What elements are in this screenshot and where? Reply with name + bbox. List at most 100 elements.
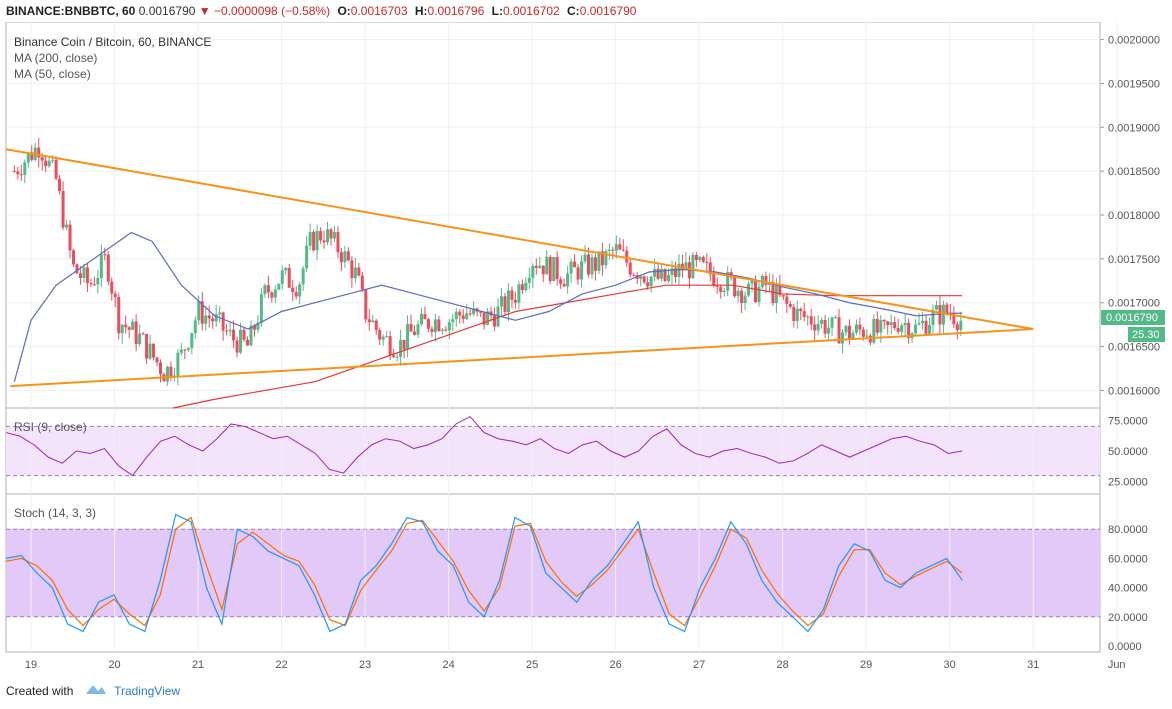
candle-body xyxy=(708,262,712,275)
candle-body xyxy=(291,287,295,293)
candle-body xyxy=(392,355,396,358)
stoch-d-line xyxy=(5,516,963,627)
candle-body xyxy=(559,279,563,284)
candle-body xyxy=(593,257,597,271)
candle-body xyxy=(40,157,44,161)
candle-body xyxy=(26,152,30,163)
candle-body xyxy=(851,332,855,339)
time-tick-label: 31 xyxy=(1027,659,1039,671)
candle-body xyxy=(879,320,883,333)
high-label: H: xyxy=(414,4,428,18)
chart-svg[interactable]: 0.0020000 0.0019500 0.0019000 0.0018500 0.00… xyxy=(0,21,1172,678)
candle-body xyxy=(252,325,256,330)
time-tick-label: 20 xyxy=(108,659,120,671)
candle-body xyxy=(607,249,611,251)
price-tick-label: 0.0018500 xyxy=(1108,166,1160,178)
candle-body xyxy=(315,231,319,251)
tradingview-logo-icon xyxy=(85,679,107,705)
candle-body xyxy=(861,329,865,337)
candle-body xyxy=(820,319,824,324)
candle-body xyxy=(534,265,538,268)
candle-body xyxy=(12,171,16,173)
candle-body xyxy=(677,263,681,277)
candle-body xyxy=(190,333,194,349)
candle-body xyxy=(841,332,845,344)
ma200-legend: MA (200, close) xyxy=(14,51,97,65)
candle-body xyxy=(823,319,827,334)
candle-body xyxy=(249,325,253,346)
candle-body xyxy=(938,305,942,325)
candle-body xyxy=(941,304,945,325)
candle-body xyxy=(506,290,510,313)
candle-body xyxy=(388,336,392,356)
candle-body xyxy=(736,290,740,297)
candle-body xyxy=(113,293,117,297)
stoch-band xyxy=(6,529,1100,617)
candle-body xyxy=(649,276,653,287)
candle-body xyxy=(733,277,737,297)
candle-body xyxy=(625,250,629,263)
candle-body xyxy=(865,335,869,337)
candle-body xyxy=(479,311,483,313)
candle-body xyxy=(242,329,246,340)
candle-body xyxy=(444,329,448,331)
rsi-tick-label: 50.0000 xyxy=(1108,446,1148,458)
candle-body xyxy=(228,329,232,332)
open-label: O: xyxy=(337,4,351,18)
price-tag: 0.0016790 xyxy=(1106,312,1158,324)
lower-trendline xyxy=(10,328,1034,388)
candle-body xyxy=(510,290,514,300)
candle-body xyxy=(513,299,517,303)
candle-body xyxy=(802,311,806,318)
time-tick-label: 26 xyxy=(610,659,622,671)
candle-body xyxy=(357,267,361,276)
time-tick-label: 22 xyxy=(275,659,287,671)
candle-body xyxy=(72,250,76,265)
candle-body xyxy=(705,261,709,263)
candle-body xyxy=(284,268,288,271)
candle-body xyxy=(691,254,695,279)
tradingview-link[interactable]: TradingView xyxy=(114,684,181,698)
candle-body xyxy=(719,286,723,293)
candle-body xyxy=(19,174,23,176)
candle-body xyxy=(378,330,382,340)
candle-body xyxy=(326,229,330,243)
candle-body xyxy=(531,265,535,278)
candle-body xyxy=(792,306,796,321)
candle-body xyxy=(472,308,476,315)
stoch-tick-label: 60.0000 xyxy=(1108,553,1148,565)
candle-body xyxy=(834,317,838,319)
candle-body xyxy=(155,357,159,363)
candle-body xyxy=(152,343,156,358)
price-tick-label: 0.0016500 xyxy=(1108,342,1160,354)
candle-body xyxy=(197,301,201,321)
time-tick-label: 27 xyxy=(693,659,705,671)
low-value: 0.0016702 xyxy=(502,4,560,18)
time-tick-label: 30 xyxy=(944,659,956,671)
symbol-label: BINANCE:BNBBTC, 60 xyxy=(6,4,136,18)
candle-body xyxy=(482,312,486,325)
chart-area[interactable]: 0.0020000 0.0019500 0.0019000 0.0018500 0.00… xyxy=(0,21,1172,683)
candle-body xyxy=(451,319,455,323)
candle-body xyxy=(270,292,274,298)
candle-body xyxy=(712,274,716,286)
candle-body xyxy=(193,320,197,334)
candle-body xyxy=(416,324,420,335)
stoch-tick-label: 80.0000 xyxy=(1108,524,1148,536)
candle-body xyxy=(336,232,340,253)
candle-body xyxy=(600,251,604,266)
upper-trendline xyxy=(5,148,1034,331)
candle-body xyxy=(614,244,618,251)
candle-body xyxy=(75,264,79,274)
candle-body xyxy=(117,296,121,334)
created-with-label: Created with xyxy=(6,684,74,698)
candle-body xyxy=(96,278,100,285)
stoch-tick-label: 0.0000 xyxy=(1108,641,1142,653)
candle-body xyxy=(524,282,528,291)
candle-body xyxy=(406,324,410,350)
candle-body xyxy=(124,324,128,328)
candle-body xyxy=(319,231,323,241)
candle-body xyxy=(68,224,72,251)
candle-body xyxy=(934,305,938,310)
candle-body xyxy=(298,284,302,297)
